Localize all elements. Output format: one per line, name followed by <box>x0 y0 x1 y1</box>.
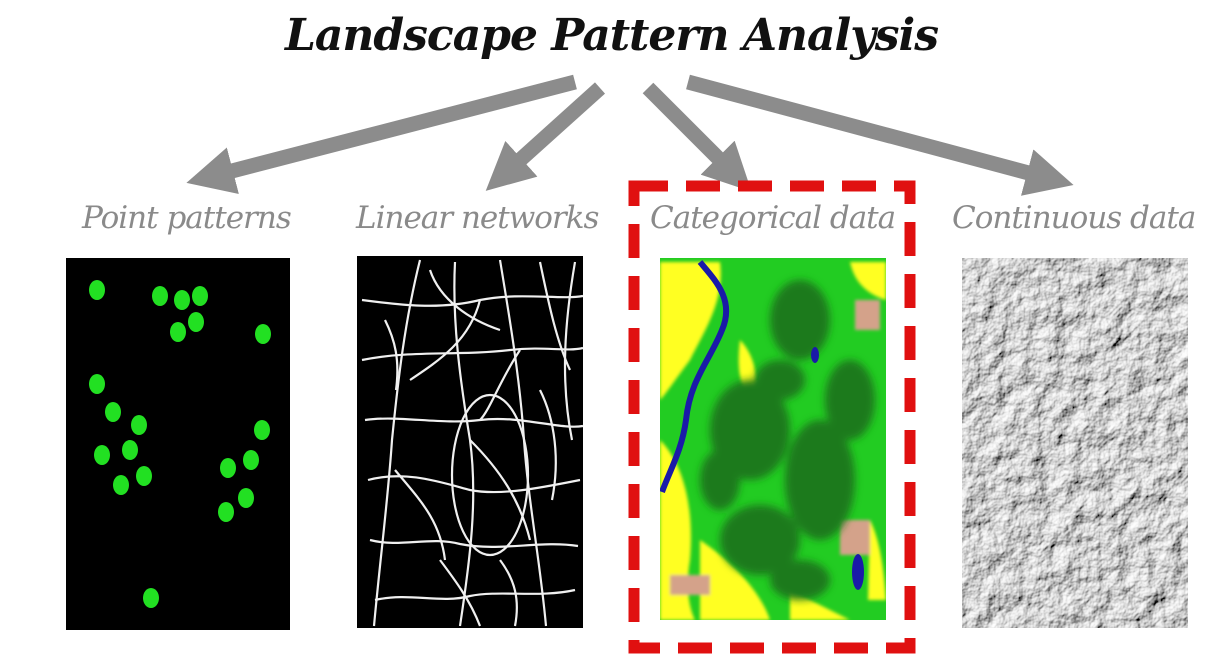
point-marker <box>218 502 234 522</box>
point-marker <box>170 322 186 342</box>
point-marker <box>188 312 204 332</box>
arrow-to-categorical-data <box>642 82 752 192</box>
panel-categorical-data <box>660 258 886 620</box>
diagram-title: Landscape Pattern Analysis <box>284 10 939 61</box>
point-marker <box>122 440 138 460</box>
network-lines <box>361 259 584 627</box>
point-marker <box>89 280 105 300</box>
point-marker <box>94 445 110 465</box>
label-continuous-data: Continuous data <box>952 200 1196 236</box>
point-marker <box>105 402 121 422</box>
point-marker <box>152 286 168 306</box>
arrow-to-point-patterns <box>186 74 577 194</box>
arrow-to-continuous-data <box>686 74 1074 196</box>
point-marker <box>174 290 190 310</box>
point-marker <box>220 458 236 478</box>
highlight-box <box>628 180 916 654</box>
label-linear-networks: Linear networks <box>356 200 599 236</box>
label-point-patterns: Point patterns <box>82 200 292 236</box>
point-marker <box>89 374 105 394</box>
point-marker <box>143 588 159 608</box>
point-marker <box>238 488 254 508</box>
label-categorical-data: Categorical data <box>650 200 896 236</box>
panel-continuous-data <box>962 258 1188 628</box>
point-marker <box>255 324 271 344</box>
point-marker <box>243 450 259 470</box>
point-markers <box>89 280 271 608</box>
arrow-to-linear-networks <box>485 82 606 191</box>
point-marker <box>136 466 152 486</box>
panel-linear-networks <box>357 256 584 628</box>
point-marker <box>131 415 147 435</box>
land-cover-map <box>660 258 886 620</box>
panel-point-patterns <box>66 258 290 630</box>
point-marker <box>113 475 129 495</box>
point-marker <box>254 420 270 440</box>
point-marker <box>192 286 208 306</box>
arrows <box>186 74 1074 196</box>
